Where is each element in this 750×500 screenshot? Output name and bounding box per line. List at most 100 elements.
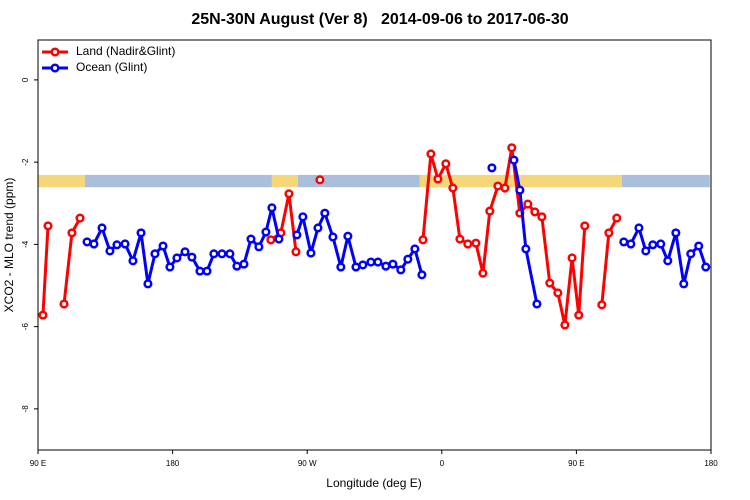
data-point: [471, 238, 481, 248]
legend-label: Ocean (Glint): [76, 60, 147, 74]
data-point: [336, 262, 346, 272]
data-point: [507, 143, 517, 153]
data-point: [694, 241, 704, 251]
data-point: [448, 183, 458, 193]
data-point: [97, 223, 107, 233]
band-segment: [271, 174, 298, 188]
data-point: [105, 246, 115, 256]
data-point: [612, 213, 622, 223]
x-tick-label: 90 W: [298, 459, 317, 468]
data-point: [225, 249, 235, 259]
data-point: [553, 288, 563, 298]
data-point: [671, 228, 681, 238]
data-point: [89, 239, 99, 249]
band-segment: [621, 174, 710, 188]
data-point: [351, 262, 361, 272]
data-point: [567, 253, 577, 263]
data-point: [313, 223, 323, 233]
data-point: [358, 260, 368, 270]
data-point: [75, 213, 85, 223]
data-point: [485, 206, 495, 216]
band-segment: [38, 174, 85, 188]
y-tick-label: -4: [21, 240, 30, 248]
data-point: [209, 249, 219, 259]
data-point: [478, 268, 488, 278]
data-point: [509, 155, 519, 165]
data-point: [537, 212, 547, 222]
data-point: [274, 234, 284, 244]
data-point: [604, 228, 614, 238]
data-point: [112, 240, 122, 250]
data-point: [648, 240, 658, 250]
data-point: [487, 163, 497, 173]
data-point: [634, 223, 644, 233]
data-point: [441, 159, 451, 169]
y-axis-label: XCO2 - MLO trend (ppm): [2, 178, 16, 313]
data-point: [82, 237, 92, 247]
data-point: [59, 299, 69, 309]
data-point: [298, 212, 308, 222]
data-point: [187, 252, 197, 262]
data-point: [292, 230, 302, 240]
data-point: [532, 299, 542, 309]
data-point: [67, 228, 77, 238]
legend-marker: [50, 63, 60, 73]
data-point: [306, 248, 316, 258]
data-point: [217, 249, 227, 259]
data-point: [128, 256, 138, 266]
data-point: [165, 262, 175, 272]
data-point: [500, 183, 510, 193]
data-point: [619, 237, 629, 247]
data-point: [410, 244, 420, 254]
data-point: [521, 244, 531, 254]
data-point: [254, 242, 264, 252]
x-tick-label: 180: [166, 459, 180, 468]
legend-label: Land (Nadir&Glint): [76, 44, 175, 58]
data-point: [493, 181, 503, 191]
data-point: [418, 235, 428, 245]
y-tick-label: -2: [21, 158, 30, 166]
data-point: [530, 207, 540, 217]
data-point: [320, 208, 330, 218]
data-point: [523, 199, 533, 209]
data-point: [120, 239, 130, 249]
data-point: [284, 189, 294, 199]
data-point: [426, 149, 436, 159]
data-point: [266, 235, 276, 245]
data-point: [574, 310, 584, 320]
data-point: [315, 175, 325, 185]
data-point: [417, 270, 427, 280]
data-point: [560, 320, 570, 330]
legend-marker: [50, 47, 60, 57]
data-point: [43, 221, 53, 231]
x-axis-label: Longitude (deg E): [326, 476, 421, 490]
y-tick-label: -8: [21, 405, 30, 413]
data-point: [679, 279, 689, 289]
data-point: [597, 300, 607, 310]
x-tick-label: 90 E: [568, 459, 584, 468]
x-tick-label: 180: [704, 459, 718, 468]
data-point: [455, 234, 465, 244]
data-point: [515, 185, 525, 195]
plot-frame: [37, 39, 712, 451]
data-point: [463, 239, 473, 249]
data-point: [150, 249, 160, 259]
data-point: [663, 256, 673, 266]
data-point: [38, 310, 48, 320]
data-point: [195, 266, 205, 276]
data-point: [143, 279, 153, 289]
chart-title: 25N-30N August (Ver 8) 2014-09-06 to 201…: [191, 11, 568, 28]
data-point: [180, 247, 190, 257]
data-point: [686, 249, 696, 259]
data-point: [158, 241, 168, 251]
data-point: [626, 239, 636, 249]
data-point: [172, 253, 182, 263]
data-point: [373, 257, 383, 267]
data-point: [433, 174, 443, 184]
data-point: [403, 254, 413, 264]
y-tick-label: 0: [21, 77, 30, 82]
data-point: [202, 266, 212, 276]
data-point: [366, 257, 376, 267]
data-point: [343, 231, 353, 241]
